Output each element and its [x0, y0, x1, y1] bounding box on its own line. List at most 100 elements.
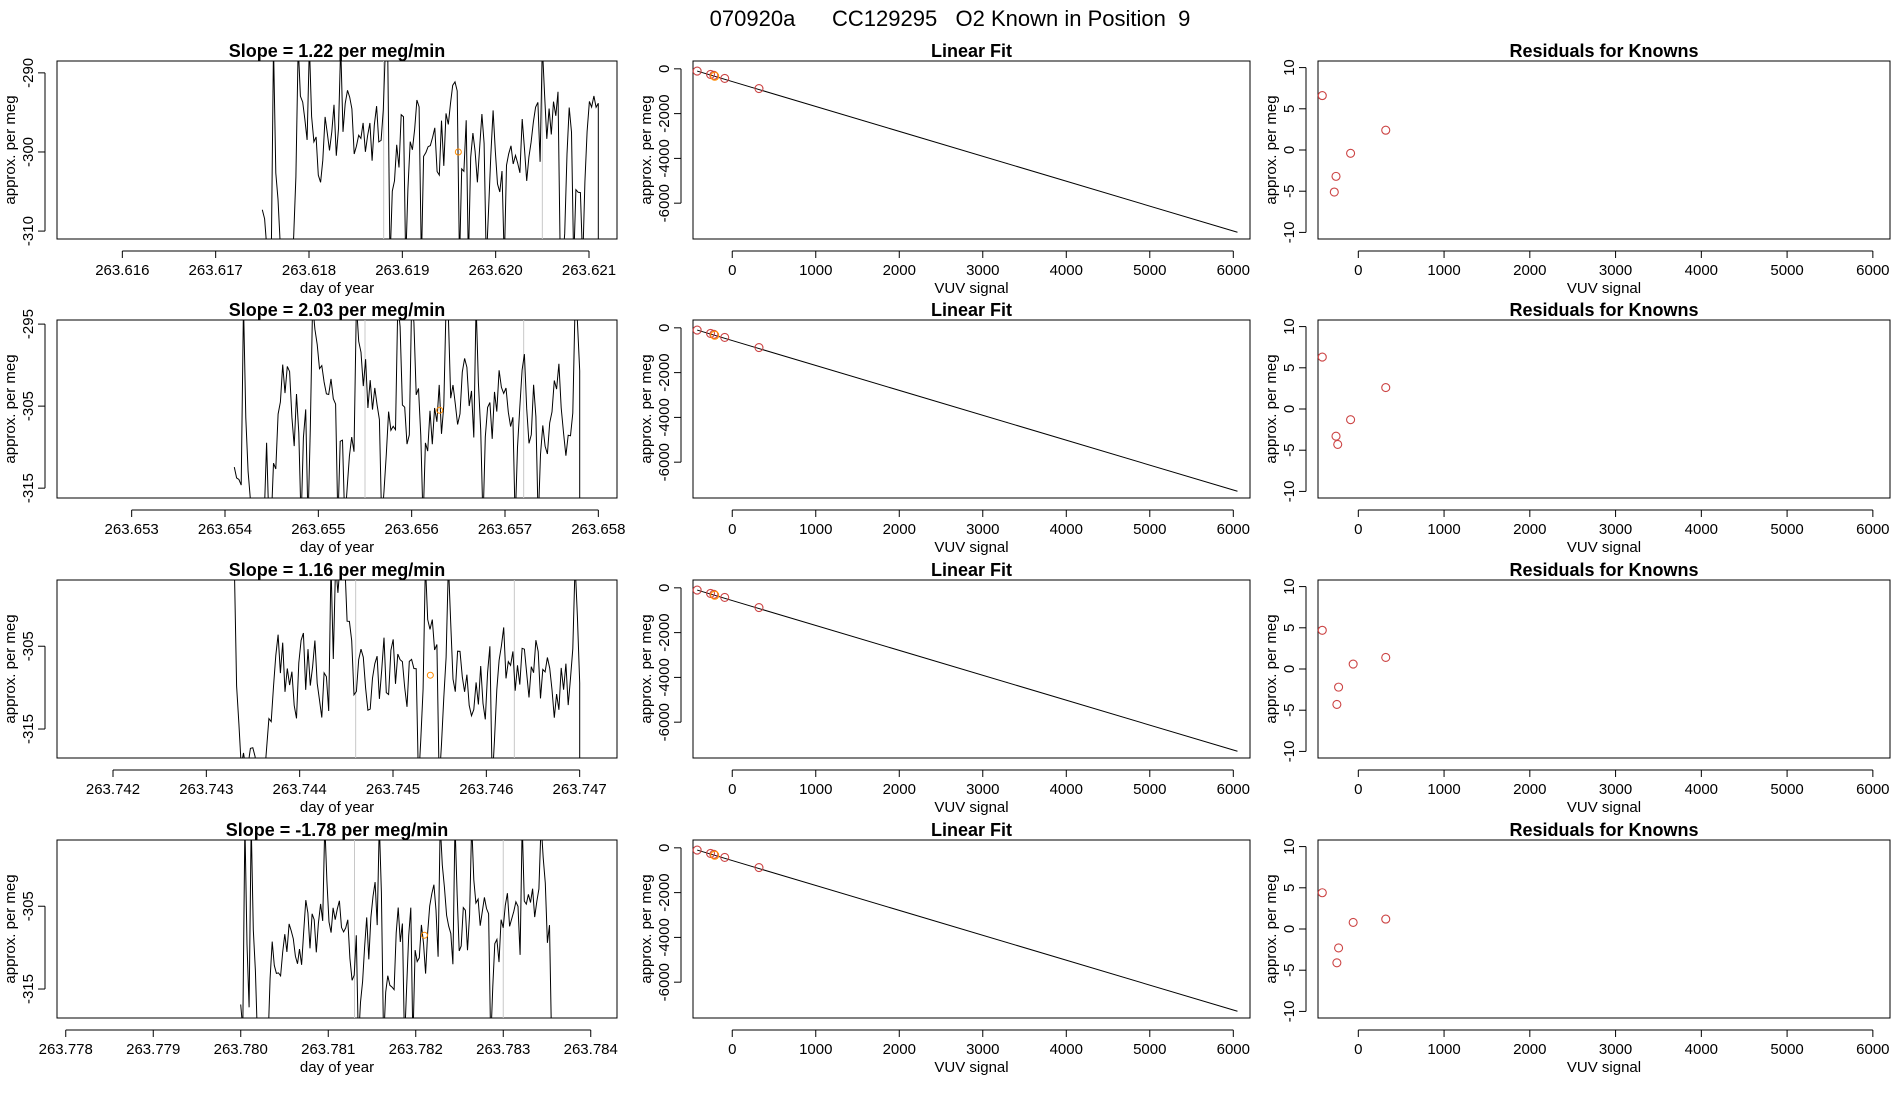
- x-axis-label: VUV signal: [1567, 539, 1641, 556]
- y-tick-label: 0: [1281, 405, 1298, 413]
- x-tick-label: 0: [1354, 521, 1362, 538]
- x-tick-label: 263.620: [469, 262, 523, 279]
- x-tick-label: 5000: [1770, 521, 1803, 538]
- x-axis-label: day of year: [300, 280, 374, 297]
- residuals-frame: [1317, 579, 1891, 759]
- x-tick-label: 263.619: [375, 262, 429, 279]
- y-tick-label: -10: [1281, 741, 1298, 763]
- x-tick-label: 0: [728, 1041, 736, 1058]
- x-tick-label: 4000: [1685, 781, 1718, 798]
- y-axis: -10 -5 0 5 10 approx. per meg: [1263, 578, 1307, 763]
- residual-point: [1317, 888, 1327, 898]
- x-tick-label: 4000: [1685, 262, 1718, 279]
- x-tick-label: 263.744: [273, 781, 327, 798]
- x-tick-label: 263.653: [105, 521, 159, 538]
- y-tick-label: 10: [1281, 318, 1298, 335]
- fit-data-point: [692, 845, 702, 855]
- residual-point: [1334, 943, 1344, 953]
- residual-point: [1333, 439, 1343, 449]
- linear-fit-title: Linear Fit: [931, 820, 1012, 840]
- y-tick-label: -2000: [656, 353, 673, 391]
- y-tick-label: -4000: [656, 139, 673, 177]
- y-tick-label: -10: [1281, 1001, 1298, 1023]
- y-axis-label: approx. per meg: [638, 95, 655, 204]
- y-tick-label: -305: [20, 891, 37, 921]
- y-tick-label: 5: [1281, 884, 1298, 892]
- fit-data-point: [709, 329, 719, 339]
- y-tick-label: -2000: [656, 94, 673, 132]
- x-tick-label: 263.617: [189, 262, 243, 279]
- linear-fit-panel: Linear Fit 0 1000 2000 3000 4000 5000 6000 VUV s…: [638, 560, 1251, 816]
- fit-data-point: [692, 325, 702, 335]
- fit-data-point: [710, 71, 720, 81]
- residual-point: [1332, 699, 1342, 709]
- y-tick-label: -300: [20, 137, 37, 167]
- x-tick-label: 6000: [1217, 262, 1250, 279]
- y-axis: -10 -5 0 5 10 approx. per meg: [1263, 318, 1307, 502]
- linear-fit-panel: Linear Fit 0 1000 2000 3000 4000 5000 6000 VUV s…: [638, 41, 1251, 297]
- x-tick-label: 0: [728, 781, 736, 798]
- linear-fit-title: Linear Fit: [931, 41, 1012, 61]
- timeseries-title: Slope = 1.22 per meg/min: [229, 41, 446, 61]
- y-tick-label: -2000: [656, 613, 673, 651]
- residuals-title: Residuals for Knowns: [1509, 820, 1698, 840]
- y-tick-label: 0: [656, 65, 673, 73]
- residual-point: [1331, 171, 1341, 181]
- fit-line: [697, 70, 1238, 233]
- x-tick-label: 5000: [1133, 521, 1166, 538]
- x-tick-label: 0: [1354, 1041, 1362, 1058]
- y-tick-label: -315: [20, 714, 37, 744]
- x-tick-label: 2000: [883, 262, 916, 279]
- y-axis-label: approx. per meg: [638, 874, 655, 983]
- y-tick-label: 10: [1281, 838, 1298, 855]
- linear-fit-title: Linear Fit: [931, 560, 1012, 580]
- residuals-title: Residuals for Knowns: [1509, 560, 1698, 580]
- linear-fit-panel: Linear Fit 0 1000 2000 3000 4000 5000 6000 VUV s…: [638, 820, 1251, 1076]
- y-tick-label: -305: [20, 631, 37, 661]
- y-tick-label: -2000: [656, 873, 673, 911]
- y-tick-label: -5: [1281, 444, 1298, 457]
- x-tick-label: 4000: [1050, 262, 1083, 279]
- timeseries-series-line: [234, 580, 581, 758]
- y-axis-label: approx. per meg: [1263, 95, 1280, 204]
- x-tick-label: 3000: [1599, 521, 1632, 538]
- x-tick-label: 4000: [1685, 1041, 1718, 1058]
- y-axis-label: approx. per meg: [2, 874, 19, 983]
- x-tick-label: 5000: [1770, 1041, 1803, 1058]
- y-tick-label: -305: [20, 391, 37, 421]
- x-tick-label: 4000: [1050, 781, 1083, 798]
- x-axis-label: VUV signal: [934, 539, 1008, 556]
- y-axis-label: approx. per meg: [2, 354, 19, 463]
- timeseries-mean-point: [426, 671, 434, 679]
- x-tick-label: 1000: [1427, 521, 1460, 538]
- x-tick-label: 263.783: [476, 1041, 530, 1058]
- timeseries-mean-point: [421, 931, 428, 939]
- x-tick-label: 5000: [1133, 262, 1166, 279]
- fit-line: [697, 329, 1238, 492]
- x-tick-label: 4000: [1050, 521, 1083, 538]
- y-tick-label: -290: [20, 58, 37, 88]
- fit-data-point: [705, 588, 716, 598]
- x-tick-label: 4000: [1050, 1041, 1083, 1058]
- x-tick-label: 6000: [1856, 1041, 1889, 1058]
- fit-data-point: [754, 83, 764, 94]
- y-tick-label: -4000: [656, 918, 673, 956]
- x-tick-label: 263.657: [478, 521, 532, 538]
- x-tick-label: 6000: [1217, 781, 1250, 798]
- residuals-title: Residuals for Knowns: [1509, 300, 1698, 320]
- x-axis: 263.616 263.617 263.618 263.619 263.620 263.6…: [95, 250, 616, 297]
- x-tick-label: 0: [1354, 262, 1362, 279]
- y-axis-label: approx. per meg: [1263, 614, 1280, 723]
